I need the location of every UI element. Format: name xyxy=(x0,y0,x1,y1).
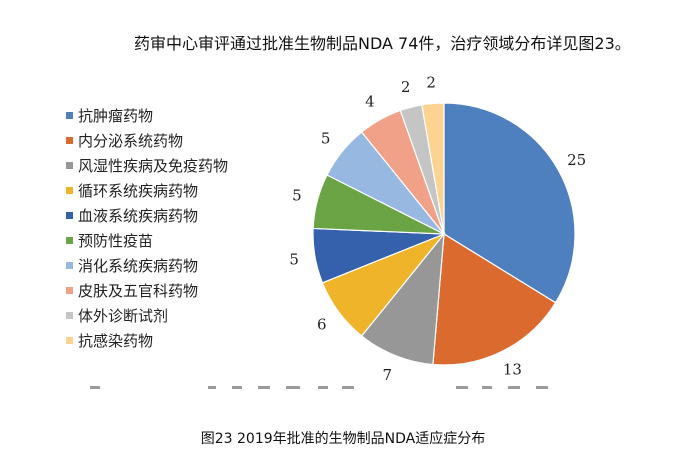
legend-label: 体外诊断试剂 xyxy=(78,307,169,325)
slice-data-label: 2 xyxy=(401,78,411,96)
legend-label: 抗感染药物 xyxy=(78,332,154,350)
header-text: 药审中心审评通过批准生物制品NDA 74件，治疗领域分布详见图23。 xyxy=(134,34,631,53)
pie-slice xyxy=(443,102,576,304)
slice-data-label: 13 xyxy=(503,361,522,379)
legend-item: 预防性疫苗 xyxy=(66,228,228,253)
slice-data-label: 4 xyxy=(365,92,375,110)
slice-data-label: 25 xyxy=(567,151,586,169)
legend-item: 体外诊断试剂 xyxy=(66,303,228,328)
slice-data-label: 5 xyxy=(321,130,331,148)
legend-item: 皮肤及五官科药物 xyxy=(66,278,228,303)
pie-slice xyxy=(360,232,445,366)
slice-data-label: 7 xyxy=(383,366,393,384)
legend-label: 皮肤及五官科药物 xyxy=(78,282,199,300)
legend-label: 消化系统疾病药物 xyxy=(78,257,199,275)
pie-slice xyxy=(432,232,557,366)
legend-item: 风湿性疾病及免疫药物 xyxy=(66,153,228,178)
legend-item: 血液系统疾病药物 xyxy=(66,203,228,228)
slice-data-label: 6 xyxy=(317,315,327,333)
legend-swatch xyxy=(66,162,73,169)
legend-swatch xyxy=(66,112,73,119)
legend-label: 风湿性疾病及免疫药物 xyxy=(78,157,229,175)
legend-item: 消化系统疾病药物 xyxy=(66,253,228,278)
legend-item: 抗肿瘤药物 xyxy=(66,103,228,128)
legend-swatch xyxy=(66,312,73,319)
legend-item: 循环系统疾病药物 xyxy=(66,178,228,203)
legend-swatch xyxy=(66,337,73,344)
legend-swatch xyxy=(66,187,73,194)
legend-swatch xyxy=(66,212,73,219)
pie-slice xyxy=(421,102,445,235)
legend-label: 血液系统疾病药物 xyxy=(78,207,199,225)
legend-swatch xyxy=(66,137,73,144)
legend-item: 内分泌系统药物 xyxy=(66,128,228,153)
legend-swatch xyxy=(66,237,73,244)
chart-caption: 图23 2019年批准的生物制品NDA适应症分布 xyxy=(200,431,486,447)
legend-label: 循环系统疾病药物 xyxy=(78,182,199,200)
legend-swatch xyxy=(66,287,73,294)
legend-label: 抗肿瘤药物 xyxy=(78,107,154,125)
slice-data-label: 5 xyxy=(292,187,302,205)
legend-label: 内分泌系统药物 xyxy=(78,132,184,150)
legend-swatch xyxy=(66,262,73,269)
legend-item: 抗感染药物 xyxy=(66,328,228,353)
cropped-text-line xyxy=(90,382,560,392)
legend-label: 预防性疫苗 xyxy=(78,232,154,250)
slice-data-label: 2 xyxy=(426,74,436,92)
chart-legend: 抗肿瘤药物内分泌系统药物风湿性疾病及免疫药物 循环系统疾病药物 血液系统疾病药物 预防… xyxy=(66,103,228,353)
slice-data-label: 5 xyxy=(289,251,299,269)
